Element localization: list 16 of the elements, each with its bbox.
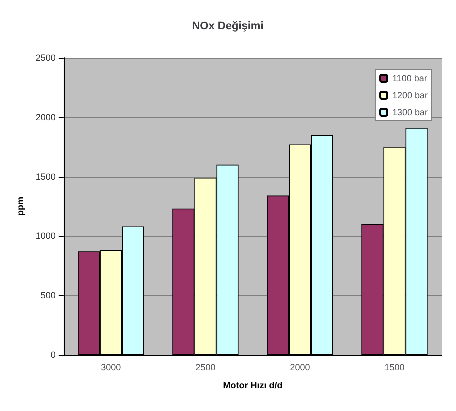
chart-title: NOx Değişimi [192, 20, 264, 32]
x-tick-label: 1500 [384, 362, 405, 372]
legend-label: 1100 bar [392, 74, 428, 84]
y-tick-label: 2500 [36, 53, 56, 63]
y-axis-title: ppm [16, 197, 26, 216]
y-tick-label: 1000 [36, 231, 56, 242]
y-tick-label: 500 [40, 290, 56, 301]
y-tick-label: 1500 [36, 172, 56, 182]
x-tick-label: 2000 [290, 362, 310, 372]
x-tick-label: 2500 [196, 362, 216, 372]
x-axis-title: Motor Hızı d/d [223, 380, 283, 390]
x-tick-label: 3000 [101, 362, 122, 372]
legend-label: 1200 bar [392, 90, 428, 100]
legend-label: 1300 bar [392, 108, 428, 118]
y-tick-label: 0 [50, 350, 56, 360]
y-tick-label: 2000 [36, 112, 56, 122]
